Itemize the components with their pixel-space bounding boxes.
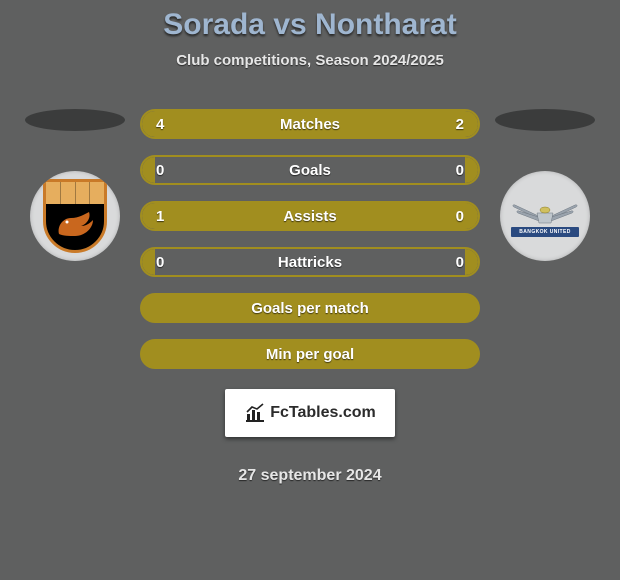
stat-row-hattricks: 0 Hattricks 0 (140, 247, 480, 277)
stat-left-value: 0 (156, 254, 164, 271)
main-row: 4 Matches 2 0 Goals 0 1 Assi (0, 109, 620, 485)
ratchaburi-badge (30, 171, 120, 261)
shield-top-stripes (46, 182, 104, 204)
stat-right-value: 2 (456, 116, 464, 133)
stat-left-value: 4 (156, 116, 164, 133)
bangkok-wings: BANGKOK UNITED (509, 191, 581, 241)
infographic-container: Sorada vs Nontharat Club competitions, S… (0, 0, 620, 485)
stat-overlay: 4 Matches 2 (142, 111, 478, 137)
brand-box[interactable]: FcTables.com (225, 389, 395, 437)
bangkok-united-badge: BANGKOK UNITED (500, 171, 590, 261)
stat-label: Goals (289, 162, 331, 179)
page-subtitle: Club competitions, Season 2024/2025 (176, 52, 444, 69)
stat-label: Goals per match (251, 300, 369, 317)
ratchaburi-shield (43, 179, 107, 253)
left-side-col (20, 109, 130, 261)
bufc-text: BANGKOK UNITED (519, 229, 570, 235)
stat-left-value: 1 (156, 208, 164, 225)
stat-pill-min-per-goal: Min per goal (140, 339, 480, 369)
stat-overlay: 0 Hattricks 0 (142, 249, 478, 275)
dragon-icon (53, 208, 97, 240)
date-text: 27 september 2024 (238, 467, 381, 485)
page-title: Sorada vs Nontharat (163, 8, 456, 42)
bufc-bar: BANGKOK UNITED (511, 227, 579, 237)
player-shadow-right (495, 109, 595, 131)
stat-label: Min per goal (266, 346, 354, 363)
right-side-col: BANGKOK UNITED (490, 109, 600, 261)
stat-row-assists: 1 Assists 0 (140, 201, 480, 231)
stat-pill-goals-per-match: Goals per match (140, 293, 480, 323)
stat-label: Hattricks (278, 254, 342, 271)
stat-left-value: 0 (156, 162, 164, 179)
stat-label: Assists (283, 208, 336, 225)
stat-row-goals: 0 Goals 0 (140, 155, 480, 185)
stat-row-matches: 4 Matches 2 (140, 109, 480, 139)
stats-column: 4 Matches 2 0 Goals 0 1 Assi (140, 109, 480, 485)
wings-icon (509, 195, 581, 225)
stat-right-value: 0 (456, 208, 464, 225)
stat-right-value: 0 (456, 162, 464, 179)
stat-overlay: 1 Assists 0 (142, 203, 478, 229)
chart-icon (244, 402, 266, 424)
brand-text: FcTables.com (270, 404, 376, 422)
stat-right-value: 0 (456, 254, 464, 271)
stat-label: Matches (280, 116, 340, 133)
player-shadow-left (25, 109, 125, 131)
stat-overlay: 0 Goals 0 (142, 157, 478, 183)
